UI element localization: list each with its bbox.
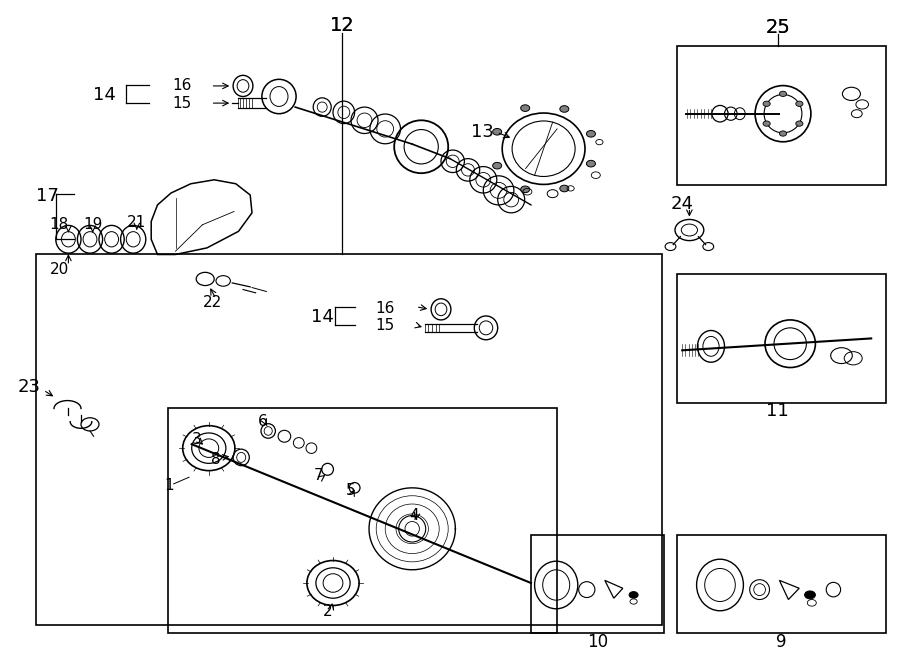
Text: 4: 4 <box>410 508 418 523</box>
Text: 3: 3 <box>192 432 201 447</box>
Bar <box>168 408 557 633</box>
Text: 17: 17 <box>36 186 59 205</box>
Bar <box>36 254 662 625</box>
Circle shape <box>560 185 569 192</box>
Text: 22: 22 <box>202 295 222 310</box>
Text: 23: 23 <box>17 377 40 396</box>
Circle shape <box>779 91 787 97</box>
Text: 14: 14 <box>93 85 116 104</box>
Circle shape <box>492 163 501 169</box>
Circle shape <box>521 186 530 192</box>
Text: 16: 16 <box>172 79 192 93</box>
Text: 11: 11 <box>766 402 789 420</box>
Text: 12: 12 <box>329 16 355 34</box>
Text: 13: 13 <box>471 123 494 141</box>
Text: 12: 12 <box>329 16 355 34</box>
Circle shape <box>796 101 803 106</box>
Text: 19: 19 <box>83 217 103 232</box>
Text: 10: 10 <box>587 633 608 652</box>
Circle shape <box>779 131 787 136</box>
Circle shape <box>492 128 501 135</box>
Circle shape <box>763 121 770 126</box>
Text: 7: 7 <box>314 469 323 483</box>
Text: 25: 25 <box>765 19 790 37</box>
Text: 15: 15 <box>172 96 192 110</box>
Circle shape <box>587 161 596 167</box>
Text: 14: 14 <box>310 307 334 326</box>
Text: 21: 21 <box>127 215 147 229</box>
Circle shape <box>521 105 530 112</box>
Text: 1: 1 <box>165 479 174 493</box>
Text: 9: 9 <box>776 633 787 652</box>
Text: 2: 2 <box>323 604 332 619</box>
Bar <box>677 46 886 185</box>
Text: 20: 20 <box>50 262 69 277</box>
Text: 16: 16 <box>375 301 395 315</box>
Circle shape <box>805 591 815 599</box>
Circle shape <box>763 101 770 106</box>
Bar <box>531 535 664 633</box>
Text: 6: 6 <box>258 414 267 428</box>
Text: 8: 8 <box>212 452 220 467</box>
Bar <box>677 274 886 403</box>
Text: 15: 15 <box>375 318 395 332</box>
Text: 25: 25 <box>765 19 790 37</box>
Circle shape <box>796 121 803 126</box>
Bar <box>677 535 886 633</box>
Text: 18: 18 <box>50 217 69 232</box>
Text: 24: 24 <box>670 194 694 213</box>
Circle shape <box>587 130 596 137</box>
Circle shape <box>560 106 569 112</box>
Text: 5: 5 <box>346 483 356 498</box>
Circle shape <box>629 592 638 598</box>
